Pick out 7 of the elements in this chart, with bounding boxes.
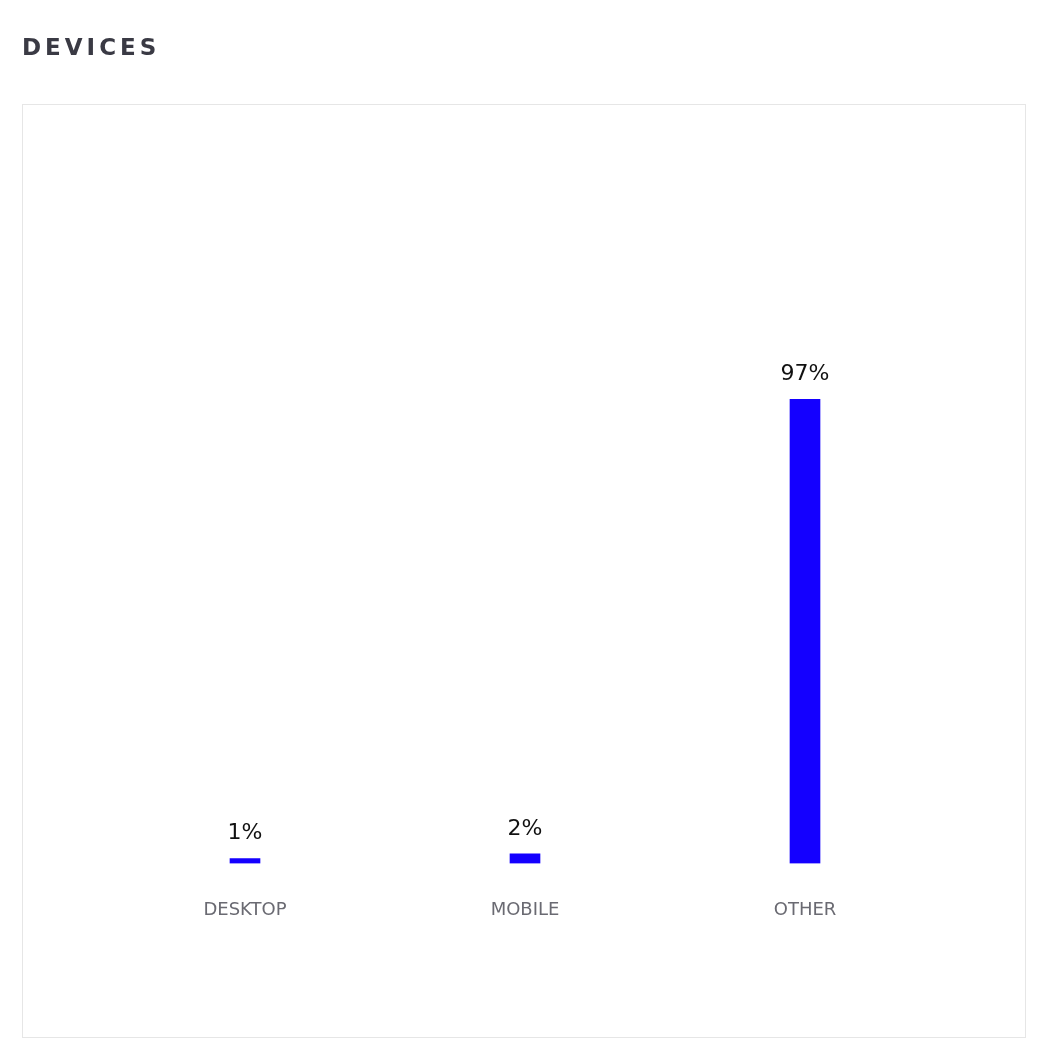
x-tick-label: MOBILE (490, 897, 560, 919)
data-label: 2% (507, 814, 543, 840)
chart-title: DEVICES (22, 34, 161, 60)
x-tick-label: OTHER (773, 897, 837, 919)
data-label: 97% (780, 360, 830, 386)
x-tick-label: DESKTOP (203, 897, 287, 919)
data-label: 1% (227, 819, 263, 845)
